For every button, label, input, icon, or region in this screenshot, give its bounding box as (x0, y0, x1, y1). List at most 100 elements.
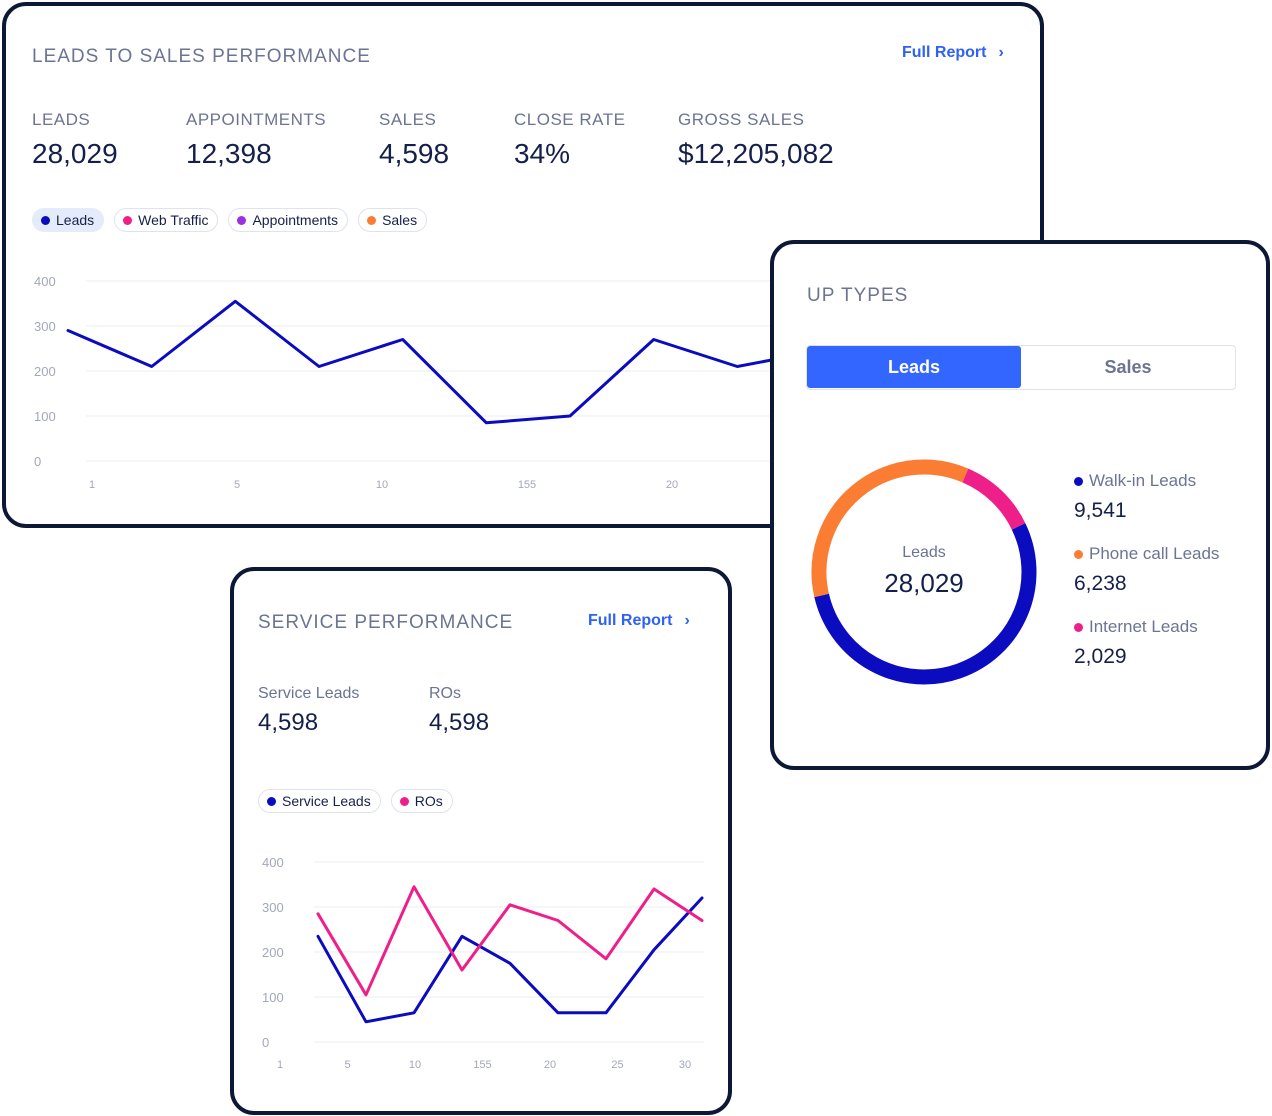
x-tick-label: 10 (376, 479, 388, 491)
x-tick-label: 20 (544, 1059, 556, 1071)
card-title: UP TYPES (807, 285, 909, 306)
x-tick-label: 1 (89, 479, 95, 491)
legend-value: 6,238 (1074, 572, 1127, 595)
y-tick-label: 200 (262, 945, 284, 960)
stat-value: 4,598 (379, 138, 450, 169)
stat-value: 12,398 (186, 138, 272, 169)
series-filter-chips: Leads Web Traffic Appointments Sales (32, 208, 428, 232)
stat-value: $12,205,082 (678, 138, 834, 169)
x-tick-label: 5 (234, 479, 240, 491)
series-line-service-leads (316, 896, 704, 1024)
tab-sales[interactable]: Sales (1104, 356, 1152, 377)
stat-value: 34% (514, 138, 571, 169)
stat-gross-sales: GROSS SALES $12,205,082 (678, 110, 834, 170)
up-types-donut-chart (811, 459, 1037, 685)
donut-center-value: 28,029 (884, 568, 964, 598)
chip-label: Web Traffic (138, 212, 209, 228)
chip-sales[interactable]: Sales (358, 208, 428, 232)
series-line-leads (66, 299, 823, 425)
x-tick-label: 155 (473, 1059, 491, 1071)
stat-appointments: APPOINTMENTS 12,398 (186, 110, 326, 170)
y-tick-label: 100 (262, 990, 284, 1005)
stat-label: ROs (429, 685, 461, 702)
chip-service-leads[interactable]: Service Leads (258, 789, 381, 813)
chip-appointments[interactable]: Appointments (228, 208, 349, 232)
stat-sales: SALES 4,598 (379, 110, 449, 170)
legend-internet-leads: Internet Leads 2,029 (1074, 617, 1198, 669)
chip-label: Sales (382, 212, 418, 228)
legend-phone-call-leads: Phone call Leads 6,238 (1074, 544, 1219, 596)
full-report-link[interactable]: Full Report › (588, 612, 690, 630)
x-tick-label: 30 (679, 1059, 691, 1071)
legend-value: 2,029 (1074, 645, 1127, 668)
y-tick-label: 400 (262, 855, 284, 870)
service-performance-card: SERVICE PERFORMANCE Full Report › Service… (230, 567, 732, 1115)
legend-walk-in-leads: Walk-in Leads 9,541 (1074, 471, 1196, 523)
chip-label: Service Leads (282, 793, 371, 809)
dot-icon (1074, 549, 1083, 559)
chip-ros[interactable]: ROs (390, 789, 453, 813)
legend-label: Internet Leads (1089, 617, 1198, 636)
donut-segment-internet-leads (962, 468, 1026, 530)
legend-label: Walk-in Leads (1089, 471, 1197, 490)
chevron-right-icon: › (998, 44, 1004, 61)
stat-value: 4,598 (429, 709, 490, 736)
stat-label: LEADS (32, 110, 91, 129)
dot-icon (123, 215, 133, 225)
chip-leads[interactable]: Leads (32, 208, 105, 232)
stat-service-leads: Service Leads 4,598 (258, 685, 359, 737)
stat-value: 4,598 (258, 709, 319, 736)
dot-icon (41, 215, 50, 225)
dot-icon (267, 796, 276, 806)
stat-leads: LEADS 28,029 (32, 110, 118, 170)
y-tick-label: 300 (262, 900, 284, 915)
tab-leads[interactable]: Leads (807, 346, 1021, 388)
y-tick-label: 0 (34, 454, 41, 469)
stat-label: GROSS SALES (678, 110, 805, 129)
stat-label: CLOSE RATE (514, 110, 626, 129)
chip-label: Appointments (252, 212, 339, 228)
x-tick-label: 155 (518, 479, 536, 491)
chip-label: ROs (414, 793, 443, 809)
full-report-link[interactable]: Full Report › (902, 44, 1004, 62)
dot-icon (367, 215, 377, 225)
donut-center: Leads 28,029 (844, 544, 1004, 599)
service-line-chart: 0 100 200 300 400 1 5 10 155 20 25 30 (262, 855, 704, 1071)
dot-icon (1074, 622, 1083, 632)
donut-center-label: Leads (902, 544, 946, 561)
y-tick-label: 0 (262, 1035, 269, 1050)
stat-label: Service Leads (258, 685, 360, 702)
chip-web-traffic[interactable]: Web Traffic (114, 208, 219, 232)
card-title: LEADS TO SALES PERFORMANCE (32, 46, 371, 67)
up-types-card: UP TYPES Leads Sales Leads 28,029 Walk-i… (770, 240, 1270, 770)
full-report-label: Full Report (902, 44, 987, 61)
stat-close-rate: CLOSE RATE 34% (514, 110, 625, 170)
stat-label: APPOINTMENTS (186, 110, 327, 129)
series-filter-chips: Service Leads ROs (258, 789, 453, 813)
stat-ros: ROs 4,598 (429, 685, 489, 737)
series-line-ros (316, 885, 704, 997)
stat-label: SALES (379, 110, 437, 129)
y-tick-label: 400 (34, 274, 56, 289)
y-tick-label: 200 (34, 364, 56, 379)
x-tick-label: 5 (344, 1059, 350, 1071)
up-types-toggle: Leads Sales (806, 345, 1236, 390)
full-report-label: Full Report (588, 612, 673, 629)
stat-value: 28,029 (32, 138, 118, 169)
legend-label: Phone call Leads (1089, 544, 1220, 563)
card-title: SERVICE PERFORMANCE (258, 612, 514, 633)
dot-icon (1074, 476, 1083, 486)
y-tick-label: 100 (34, 409, 56, 424)
chevron-right-icon: › (684, 612, 690, 629)
legend-value: 9,541 (1074, 499, 1127, 522)
x-tick-label: 20 (666, 479, 678, 491)
x-tick-label: 1 (277, 1059, 283, 1071)
donut-segment-phone-call-leads (811, 459, 969, 598)
y-tick-label: 300 (34, 319, 56, 334)
dot-icon (399, 796, 409, 806)
dot-icon (237, 215, 247, 225)
donut-segment-walk-in-leads (814, 523, 1037, 685)
chip-label: Leads (56, 212, 95, 228)
x-tick-label: 25 (611, 1059, 623, 1071)
x-tick-label: 10 (409, 1059, 421, 1071)
